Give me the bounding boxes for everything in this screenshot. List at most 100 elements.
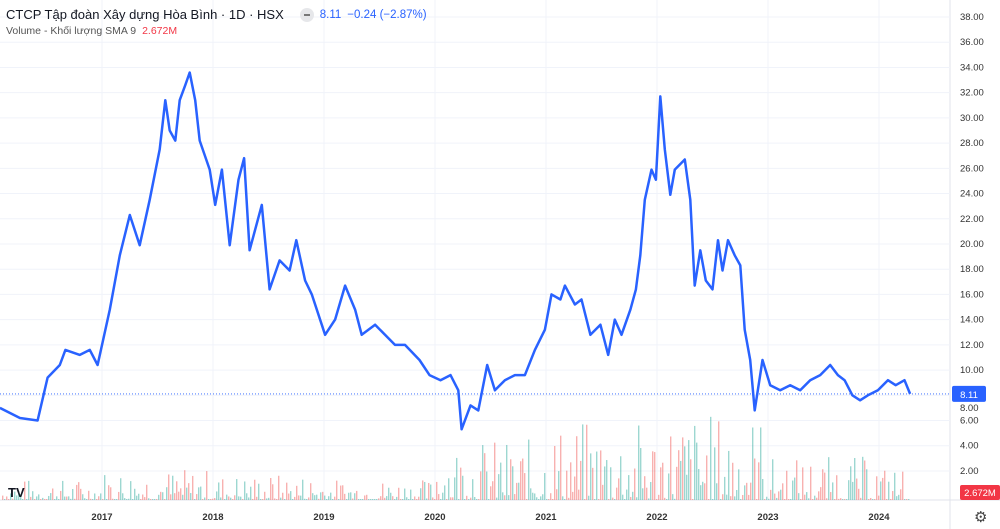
volume-bar bbox=[200, 486, 202, 500]
volume-bar bbox=[536, 497, 538, 500]
volume-bar bbox=[66, 496, 68, 500]
volume-bar bbox=[178, 491, 180, 500]
volume-bar bbox=[306, 499, 308, 500]
volume-bar bbox=[814, 495, 816, 500]
gear-icon[interactable]: ⚙ bbox=[974, 509, 988, 526]
volume-bar bbox=[352, 498, 354, 500]
volume-bar bbox=[620, 456, 622, 500]
volume-bar bbox=[208, 499, 210, 500]
volume-bar bbox=[432, 497, 434, 500]
volume-bar bbox=[488, 499, 490, 500]
volume-bar bbox=[564, 499, 566, 500]
volume-bar bbox=[316, 494, 318, 500]
volume-bar bbox=[256, 496, 258, 500]
volume-bar bbox=[140, 499, 142, 500]
volume-bar bbox=[822, 469, 824, 500]
volume-bar bbox=[226, 494, 228, 500]
volume-bar bbox=[198, 487, 200, 500]
volume-bar bbox=[878, 495, 880, 500]
volume-bar bbox=[738, 469, 740, 500]
volume-bar bbox=[214, 498, 216, 500]
volume-bar bbox=[176, 481, 178, 500]
volume-bar bbox=[452, 497, 454, 500]
volume-bar bbox=[276, 499, 278, 500]
volume-bar bbox=[374, 499, 376, 500]
volume-bar bbox=[82, 494, 84, 500]
volume-bar bbox=[364, 495, 366, 500]
volume-bar bbox=[894, 472, 896, 500]
volume-bar bbox=[874, 499, 876, 500]
volume-bar bbox=[580, 460, 582, 500]
volume-bar bbox=[348, 492, 350, 500]
volume-bar bbox=[576, 436, 578, 500]
volume-bar bbox=[640, 448, 642, 500]
volume-bar bbox=[908, 499, 910, 500]
volume-bar bbox=[426, 498, 428, 500]
volume-bar bbox=[42, 497, 44, 500]
volume-bar bbox=[466, 495, 468, 500]
volume-bar bbox=[870, 497, 872, 500]
volume-bar bbox=[862, 456, 864, 500]
volume-bar bbox=[600, 450, 602, 500]
collapse-icon[interactable] bbox=[299, 7, 314, 22]
volume-bar bbox=[162, 492, 164, 500]
volume-bar bbox=[390, 492, 392, 500]
volume-bar bbox=[860, 497, 862, 500]
volume-bar bbox=[566, 470, 568, 500]
volume-bar bbox=[464, 499, 466, 500]
volume-bar bbox=[362, 499, 364, 500]
volume-bar bbox=[578, 489, 580, 500]
volume-bar bbox=[52, 488, 54, 500]
volume-bar bbox=[384, 497, 386, 500]
volume-bar bbox=[20, 494, 22, 500]
volume-bar bbox=[610, 467, 612, 500]
volume-bar bbox=[704, 483, 706, 500]
tradingview-logo[interactable]: TV bbox=[8, 485, 25, 500]
volume-bar bbox=[546, 499, 548, 500]
volume-bar bbox=[890, 499, 892, 500]
volume-bar bbox=[266, 498, 268, 500]
x-tick-label: 2021 bbox=[535, 512, 557, 523]
volume-bar bbox=[356, 490, 358, 500]
symbol-title[interactable]: CTCP Tập đoàn Xây dựng Hòa Bình · 1D · H… bbox=[6, 7, 284, 22]
volume-bar bbox=[102, 499, 104, 500]
volume-bar bbox=[842, 499, 844, 500]
volume-bar bbox=[138, 493, 140, 500]
volume-bar bbox=[582, 424, 584, 500]
volume-bar bbox=[174, 493, 176, 500]
volume-bar bbox=[858, 488, 860, 500]
volume-bar bbox=[660, 467, 662, 500]
volume-bar bbox=[756, 499, 758, 500]
volume-bar bbox=[126, 499, 128, 500]
volume-bar bbox=[538, 499, 540, 500]
volume-bar bbox=[528, 439, 530, 500]
volume-bar bbox=[702, 481, 704, 500]
volume-bar bbox=[568, 497, 570, 500]
volume-bar bbox=[300, 495, 302, 500]
volume-bar bbox=[830, 492, 832, 500]
volume-bar bbox=[298, 495, 300, 500]
volume-bar bbox=[470, 497, 472, 500]
volume-bar bbox=[810, 466, 812, 500]
volume-bar bbox=[438, 494, 440, 500]
volume-bar bbox=[220, 497, 222, 500]
volume-bar bbox=[386, 496, 388, 500]
volume-bar bbox=[274, 498, 276, 500]
volume-bar bbox=[504, 495, 506, 500]
volume-bar bbox=[382, 483, 384, 500]
volume-bar bbox=[416, 499, 418, 500]
y-tick-label: 2.00 bbox=[960, 466, 979, 477]
volume-bar bbox=[780, 489, 782, 500]
volume-bar bbox=[654, 452, 656, 500]
volume-bar bbox=[78, 482, 80, 500]
volume-bar bbox=[726, 494, 728, 500]
x-tick-label: 2020 bbox=[424, 512, 445, 523]
volume-bar bbox=[80, 488, 82, 500]
volume-bar bbox=[344, 493, 346, 500]
volume-bar bbox=[238, 496, 240, 500]
volume-bar bbox=[196, 494, 198, 500]
volume-bar bbox=[168, 474, 170, 500]
volume-bar bbox=[44, 499, 46, 500]
volume-bar bbox=[370, 499, 372, 500]
